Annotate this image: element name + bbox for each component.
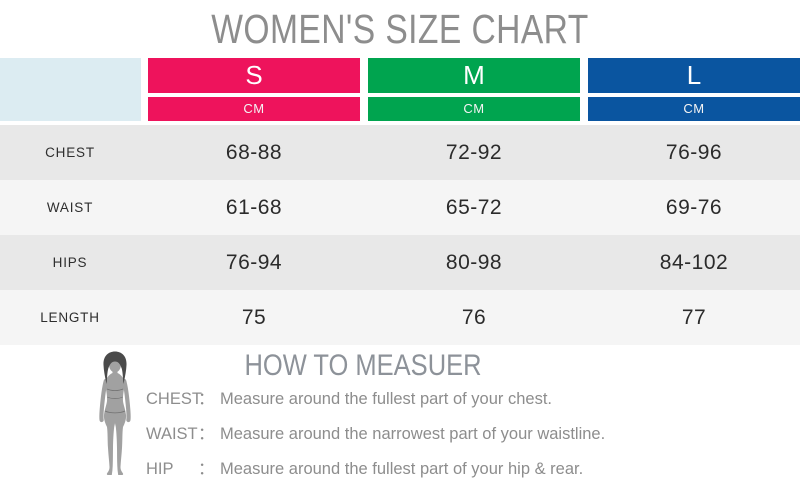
length-value-s: 75 bbox=[241, 305, 267, 329]
unit-cell-m: CM bbox=[368, 97, 580, 121]
size-header-m: M bbox=[368, 58, 580, 93]
measure-colon: ： bbox=[198, 425, 215, 443]
measure-text: Measure around the narrowest part of you… bbox=[220, 425, 606, 443]
measure-instructions: CHEST ： Measure around the fullest part … bbox=[146, 388, 605, 480]
figure-silhouette-icon bbox=[99, 351, 131, 475]
page-title: WOMEN'S SIZE CHART bbox=[211, 6, 589, 52]
figure-left-arm bbox=[99, 378, 108, 423]
chest-value-m: 72-92 bbox=[445, 140, 503, 164]
hips-value-m: 80-98 bbox=[445, 250, 503, 274]
measure-section-title: HOW TO MEASUER bbox=[244, 349, 482, 382]
length-value-m: 76 bbox=[461, 305, 487, 329]
table-row-waist: WAIST 61-68 65-72 69-76 bbox=[0, 180, 800, 235]
figure-right-arm bbox=[122, 378, 131, 423]
size-header-s: S bbox=[148, 58, 360, 93]
table-row-chest: CHEST 68-88 72-92 76-96 bbox=[0, 125, 800, 180]
measure-label: CHEST bbox=[146, 390, 202, 408]
waist-value-s: 61-68 bbox=[225, 195, 283, 219]
measure-text: Measure around the fullest part of your … bbox=[220, 460, 584, 478]
measure-colon: ： bbox=[198, 390, 215, 408]
figure-hair bbox=[103, 351, 127, 384]
chest-value-l: 76-96 bbox=[665, 140, 723, 164]
hips-value-s: 76-94 bbox=[225, 250, 283, 274]
table-corner-cell bbox=[0, 58, 141, 121]
table-row-hips: HIPS 76-94 80-98 84-102 bbox=[0, 235, 800, 290]
unit-cell-s: CM bbox=[148, 97, 360, 121]
size-table-body: CHEST 68-88 72-92 76-96 WAIST 61-68 65-7… bbox=[0, 125, 800, 345]
figure-hip-line bbox=[104, 410, 126, 414]
row-label-hips: HIPS bbox=[52, 255, 88, 270]
unit-cell-l: CM bbox=[588, 97, 800, 121]
measure-item-waist: WAIST ： Measure around the narrowest par… bbox=[146, 423, 605, 445]
chest-value-s: 68-88 bbox=[225, 140, 283, 164]
waist-value-m: 65-72 bbox=[445, 195, 503, 219]
measure-item-chest: CHEST ： Measure around the fullest part … bbox=[146, 388, 605, 410]
figure-waist-line bbox=[107, 396, 123, 399]
row-label-chest: CHEST bbox=[45, 145, 95, 160]
waist-value-l: 69-76 bbox=[665, 195, 723, 219]
size-header-l: L bbox=[588, 58, 800, 93]
measure-item-hip: HIP ： Measure around the fullest part of… bbox=[146, 458, 605, 480]
measure-label: WAIST bbox=[146, 425, 198, 443]
row-label-length: LENGTH bbox=[40, 310, 100, 325]
measure-label: HIP bbox=[146, 460, 174, 478]
hips-value-l: 84-102 bbox=[659, 250, 729, 274]
measure-colon: ： bbox=[198, 460, 215, 478]
female-figure-icon bbox=[92, 351, 138, 479]
figure-body bbox=[103, 368, 127, 475]
measure-text: Measure around the fullest part of your … bbox=[220, 390, 553, 408]
figure-bust-line bbox=[106, 388, 124, 391]
length-value-l: 77 bbox=[681, 305, 707, 329]
table-row-length: LENGTH 75 76 77 bbox=[0, 290, 800, 345]
row-label-waist: WAIST bbox=[46, 200, 94, 215]
